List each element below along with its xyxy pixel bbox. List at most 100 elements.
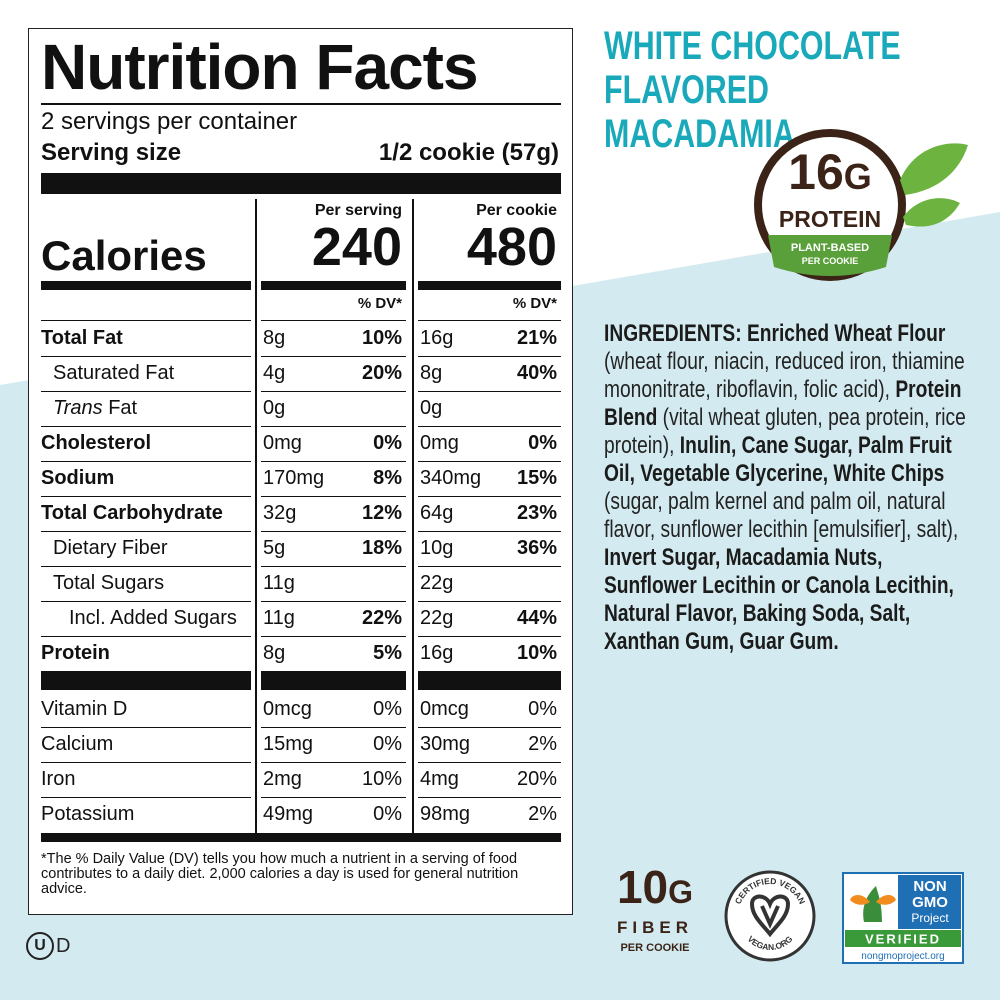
daily-value: 0% <box>373 698 402 720</box>
leaf <box>863 886 882 922</box>
nutrient-name: Vitamin D <box>41 698 128 720</box>
column-heading: Per serving <box>314 202 402 219</box>
amount: 32g <box>263 502 297 524</box>
amount: 22g <box>420 607 454 629</box>
daily-value: 44% <box>516 607 557 629</box>
title-line: FLAVORED MACADAMIA <box>604 68 795 156</box>
row-rule <box>41 797 251 798</box>
amount: 16 <box>788 144 844 200</box>
thick-bar <box>41 833 561 842</box>
serving-size: 1/2 cookie (57g) <box>378 139 559 166</box>
daily-value: 0% <box>528 698 557 720</box>
thick-bar <box>41 173 561 194</box>
amount: 0mg <box>263 432 302 454</box>
row-rule <box>418 636 561 637</box>
title-line: WHITE CHOCOLATE <box>604 24 901 68</box>
per-cookie: PER COOKIE <box>802 256 859 266</box>
amount: 98mg <box>420 803 471 825</box>
daily-value: 20% <box>361 362 402 384</box>
calories-label: Calories <box>41 232 207 279</box>
row-rule <box>261 320 406 321</box>
kosher-symbol: U <box>26 931 54 960</box>
nutrient-name: Sodium <box>41 467 115 489</box>
daily-value: 5% <box>373 642 402 664</box>
amount: 340mg <box>420 467 482 489</box>
non-gmo-badge: NON GMO Project VERIFIED nongmoproject.o… <box>842 872 964 964</box>
fiber-label: FIBER <box>617 918 693 937</box>
row-rule <box>418 391 561 392</box>
amount: 170mg <box>263 467 325 489</box>
row-rule <box>41 636 251 637</box>
serving-size-label: Serving size <box>41 139 182 166</box>
dv-heading: % DV* <box>357 295 402 312</box>
amount: 0g <box>420 397 443 419</box>
nutrient-name: Iron <box>41 768 76 790</box>
project: Project <box>911 911 949 925</box>
column-divider <box>255 199 257 833</box>
row-rule <box>418 762 561 763</box>
column-heading: Per cookie <box>476 202 557 219</box>
amount: 0mcg <box>263 698 312 720</box>
ingredient-bold: Protein Blend <box>604 376 962 431</box>
daily-value: 22% <box>361 607 402 629</box>
daily-value: 0% <box>528 432 557 454</box>
row-rule <box>41 356 251 357</box>
row-rule <box>41 727 251 728</box>
fiber-amount: 10G <box>617 865 693 913</box>
amount: 16g <box>420 642 454 664</box>
nutrient-name: Dietary Fiber <box>53 537 168 559</box>
daily-value: 23% <box>516 502 557 524</box>
protein-amount: 16G <box>788 144 872 200</box>
daily-value: 15% <box>516 467 557 489</box>
daily-value: 12% <box>361 502 402 524</box>
nutrition-label: Nutrition Facts 2 servings per container S… <box>28 28 573 915</box>
daily-value: 0% <box>373 432 402 454</box>
nutrient-name: Potassium <box>41 803 135 825</box>
row-rule <box>41 762 251 763</box>
verified-band <box>845 930 961 947</box>
non: NON <box>913 878 946 895</box>
amount: 0mg <box>420 432 459 454</box>
ingredient-detail: (vital wheat gluten, pea protein, rice p… <box>604 404 966 459</box>
calories-bar <box>261 281 406 290</box>
amount: 64g <box>420 502 454 524</box>
nutrient-name: Cholesterol <box>41 432 152 454</box>
calories-bar <box>418 281 561 290</box>
amount: 8g <box>420 362 443 384</box>
unit: G <box>668 874 693 910</box>
fiber-sub: PER COOKIE <box>620 942 689 954</box>
amount: 0g <box>263 397 286 419</box>
rule <box>41 103 561 105</box>
row-rule <box>261 727 406 728</box>
row-rule <box>41 531 251 532</box>
row-rule <box>41 496 251 497</box>
amount: 11g <box>263 607 295 629</box>
row-rule <box>418 356 561 357</box>
protein-label: PROTEIN <box>779 206 881 232</box>
ingredient-bold: Invert Sugar, Macadamia Nuts, Sunflower … <box>604 544 954 655</box>
row-rule <box>261 797 406 798</box>
row-rule <box>41 601 251 602</box>
vegan-badge: CERTIFIED VEGAN VEGAN.ORG <box>724 870 816 962</box>
nutrient-name: Trans Fat <box>53 391 137 426</box>
daily-value: 20% <box>516 768 557 790</box>
amount: 15mg <box>263 733 314 755</box>
daily-value: 40% <box>516 362 557 384</box>
vegan-ring <box>724 870 816 962</box>
dv-heading: % DV* <box>512 295 557 312</box>
row-rule <box>418 426 561 427</box>
product-title: WHITE CHOCOLATE FLAVORED MACADAMIA <box>604 24 905 156</box>
thick-bar <box>418 671 561 690</box>
nutrient-name: Total Fat <box>41 327 123 349</box>
daily-value: 36% <box>516 537 557 559</box>
servings: 2 servings per container <box>41 108 298 135</box>
ingredient-detail: (wheat flour, niacin, reduced iron, thia… <box>604 348 965 403</box>
daily-value: 0% <box>373 733 402 755</box>
nutrient-name: Protein <box>41 642 110 664</box>
row-rule <box>418 601 561 602</box>
nutrient-name: Total Carbohydrate <box>41 502 223 524</box>
row-rule <box>261 531 406 532</box>
ingredient-bold: Inulin, Cane Sugar, Palm Fruit Oil, Vege… <box>604 432 952 487</box>
